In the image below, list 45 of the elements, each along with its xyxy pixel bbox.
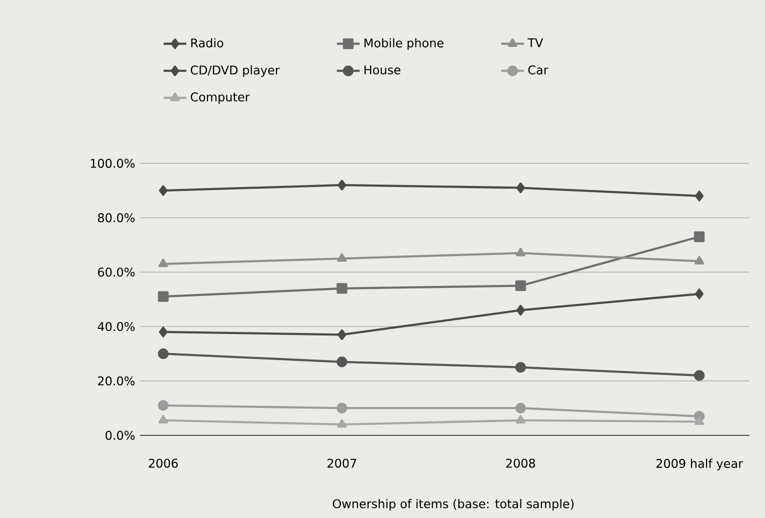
point [516,415,526,424]
point [158,415,168,424]
point [516,182,525,194]
point [515,280,526,292]
legend-label: TV [528,38,544,48]
point [516,304,525,316]
legend-label: Car [528,65,548,74]
legend-label: CD/DVD player [190,65,280,77]
point [336,283,348,294]
text: Ownership of items (base: total sample) [332,498,574,511]
point [516,248,526,256]
legend-label: Computer [190,92,250,104]
point [338,180,346,190]
x-tick-label: 2006 [148,458,178,468]
point [158,291,169,302]
point [158,185,168,196]
x-tick-label: 2009 half year [656,458,744,470]
legend-label: Mobile phone [364,38,444,50]
x-tick-label: 2008 [506,458,536,468]
point [337,419,347,428]
point [695,190,704,202]
point [158,326,168,338]
point [158,348,169,360]
y-tick-label: 0.0% [106,430,135,440]
point [158,400,169,411]
point [694,256,704,264]
x-tick-label: 2007 [328,458,356,468]
point [694,370,705,381]
legend-label: Radio [191,38,224,48]
point [694,416,704,425]
point [338,329,346,340]
y-tick-label: 40.0% [98,322,135,332]
point [337,253,347,262]
point [515,362,526,373]
y-tick-label: 60.0% [98,268,135,277]
y-tick-label: 20.0% [98,376,135,386]
point [336,356,348,368]
point [158,258,168,268]
point [694,231,705,242]
y-tick-label: 100.0% [90,158,135,168]
y-tick-label: 80.0% [98,213,135,222]
point [515,402,526,414]
legend-label: House [364,66,400,74]
point [695,288,704,300]
point [336,402,348,414]
